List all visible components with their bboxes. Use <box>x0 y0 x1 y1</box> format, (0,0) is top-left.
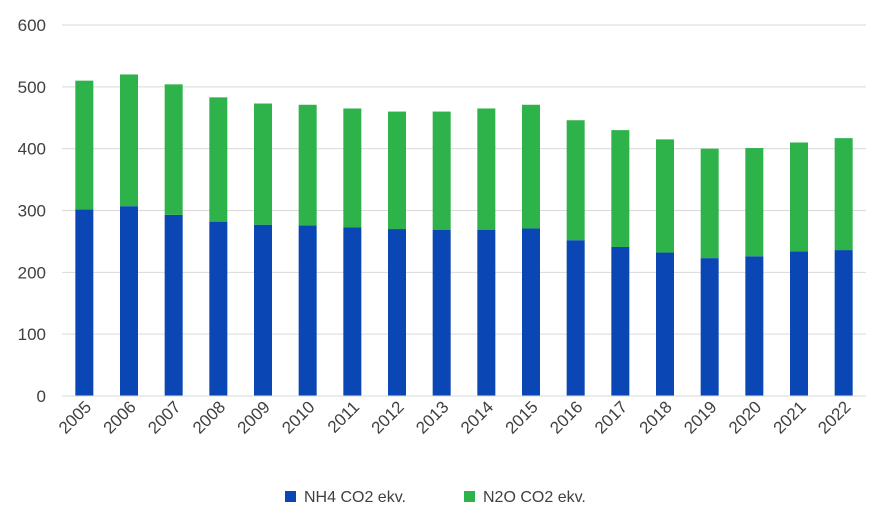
bar-n2o-2011 <box>343 108 362 228</box>
bar-n2o-2012 <box>388 111 406 230</box>
x-tick-label: 2014 <box>457 397 497 437</box>
bar-nh4-2006 <box>120 206 138 396</box>
legend-label-nh4: NH4 CO2 ekv. <box>304 489 406 506</box>
y-tick-label: 500 <box>18 78 46 97</box>
bar-n2o-2007 <box>164 84 183 215</box>
y-tick-label: 300 <box>18 202 46 221</box>
bar-n2o-2019 <box>700 148 719 259</box>
bar-n2o-2013 <box>432 111 451 230</box>
x-tick-label: 2011 <box>324 397 363 436</box>
x-tick-label: 2010 <box>278 397 318 437</box>
legend-label-n2o: N2O CO2 ekv. <box>483 489 586 506</box>
legend: NH4 CO2 ekv. N2O CO2 ekv. <box>285 489 586 506</box>
x-tick-label: 2013 <box>412 397 452 437</box>
bar-n2o-2018 <box>656 139 674 253</box>
bar-nh4-2010 <box>298 225 317 396</box>
x-tick-label: 2008 <box>189 397 229 437</box>
y-tick-label: 0 <box>37 387 46 406</box>
bar-n2o-2021 <box>790 142 808 252</box>
bar-nh4-2007 <box>164 214 183 396</box>
bar-nh4-2014 <box>477 229 496 396</box>
gridlines <box>62 24 866 335</box>
x-tick-label: 2018 <box>636 397 676 437</box>
y-tick-label: 400 <box>18 140 46 159</box>
y-axis-tick-labels: 0 100 200 300 400 500 600 <box>18 16 46 406</box>
x-tick-label: 2007 <box>144 397 184 437</box>
x-tick-label: 2015 <box>502 397 542 437</box>
bar-nh4-2018 <box>656 252 674 396</box>
bar-nh4-2005 <box>75 209 94 396</box>
bar-nh4-2021 <box>790 251 808 396</box>
bar-nh4-2017 <box>611 246 630 396</box>
bar-nh4-2013 <box>432 229 451 396</box>
bar-nh4-2022 <box>834 250 853 396</box>
x-tick-label: 2017 <box>591 397 631 437</box>
bar-n2o-2009 <box>254 103 272 225</box>
bar-n2o-2005 <box>75 80 94 210</box>
bar-n2o-2022 <box>834 138 853 251</box>
bar-nh4-2015 <box>522 228 540 396</box>
bar-n2o-2014 <box>477 108 496 230</box>
bar-n2o-2016 <box>566 120 585 241</box>
bar-nh4-2011 <box>343 227 362 396</box>
bar-n2o-2020 <box>745 148 764 257</box>
x-tick-label: 2005 <box>55 397 95 437</box>
bar-nh4-2016 <box>566 240 585 396</box>
x-tick-label: 2019 <box>680 397 720 437</box>
bar-n2o-2010 <box>298 104 317 226</box>
bar-nh4-2012 <box>388 229 406 396</box>
y-tick-label: 200 <box>18 263 46 282</box>
bar-nh4-2008 <box>209 221 228 396</box>
bar-nh4-2020 <box>745 256 764 396</box>
bar-n2o-2017 <box>611 130 630 247</box>
x-axis-tick-labels: 2005 2006 2007 2008 2009 2010 2011 2012 2013 2014… <box>55 397 855 437</box>
bars <box>75 74 853 396</box>
x-tick-label: 2012 <box>368 397 408 437</box>
legend-swatch-nh4 <box>285 491 296 502</box>
bar-n2o-2008 <box>209 97 228 222</box>
x-tick-label: 2006 <box>100 397 140 437</box>
bar-nh4-2009 <box>254 224 272 396</box>
legend-swatch-n2o <box>464 491 475 502</box>
y-tick-label: 600 <box>18 16 46 35</box>
x-tick-label: 2020 <box>725 397 765 437</box>
x-tick-label: 2016 <box>546 397 586 437</box>
x-tick-label: 2022 <box>814 397 854 437</box>
x-tick-label: 2009 <box>234 397 274 437</box>
x-tick-label: 2021 <box>770 397 810 437</box>
y-tick-label: 100 <box>18 325 46 344</box>
bar-n2o-2006 <box>120 74 138 207</box>
bar-nh4-2019 <box>700 258 719 396</box>
bar-n2o-2015 <box>522 104 540 229</box>
